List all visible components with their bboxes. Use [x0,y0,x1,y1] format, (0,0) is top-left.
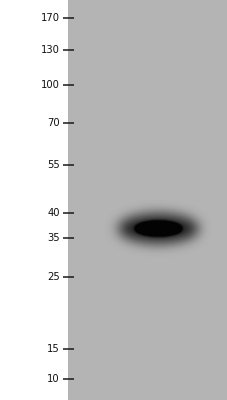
Text: 25: 25 [47,272,60,282]
Bar [68,0,227,400]
Text: 55: 55 [47,160,60,170]
Text: 10: 10 [47,374,60,384]
Text: 40: 40 [47,208,60,218]
Text: 35: 35 [47,233,60,243]
Text: 130: 130 [41,45,60,55]
Text: 70: 70 [47,118,60,128]
Text: 170: 170 [41,13,60,23]
Text: 15: 15 [47,344,60,354]
Text: 100: 100 [41,80,60,90]
